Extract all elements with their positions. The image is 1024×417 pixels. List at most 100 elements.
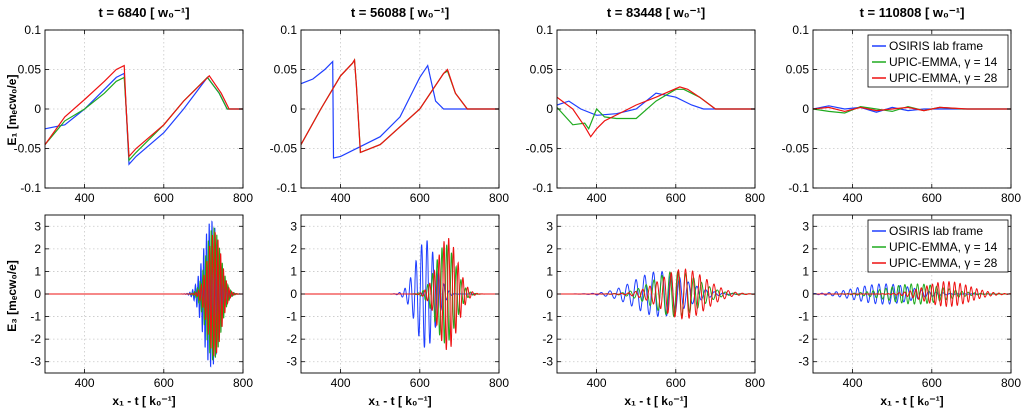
y-tick-label: 2 xyxy=(290,242,297,256)
y-tick-label: -0.1 xyxy=(20,181,41,195)
y-tick-label: 0.1 xyxy=(536,23,553,37)
y-tick-label: 1 xyxy=(546,264,553,278)
y-tick-label: 0 xyxy=(34,102,41,116)
y-tick-label: 1 xyxy=(802,264,809,278)
y-tick-label: 3 xyxy=(290,219,297,233)
series-line-2 xyxy=(557,86,755,138)
y-tick-label: 0.1 xyxy=(280,23,297,37)
legend-box xyxy=(867,34,1009,88)
series-line-2 xyxy=(301,237,499,351)
y-tick-label: -2 xyxy=(286,332,297,346)
panel-r1-c1: -3 -2 -1 0 1 2 3 400 600 800 x₁ - t [ k₀⁻¹] xyxy=(286,214,509,408)
panel-title: t = 56088 [ w₀⁻¹] xyxy=(351,5,449,20)
panel-r0-c1: -0.1 -0.05 0 0.05 0.1 400 600 800 t = 56088 [ w₀… xyxy=(270,5,510,205)
x-tick-label: 800 xyxy=(489,191,509,205)
y-tick-label: 0 xyxy=(290,287,297,301)
series-group xyxy=(45,64,243,166)
y-tick-label: -1 xyxy=(286,310,297,324)
bottom-ylabel: E₃ [mₑcw₀/e] xyxy=(5,260,19,331)
series-group xyxy=(301,58,499,159)
y-tick-label: -0.05 xyxy=(526,142,554,156)
legend-label-1: UPIC-EMMA, γ = 14 xyxy=(889,240,998,254)
panel-r1-c0: -3 -2 -1 0 1 2 3 400 600 800 x₁ - t [ k₀⁻¹] xyxy=(30,214,253,408)
y-tick-label: 0 xyxy=(34,287,41,301)
y-tick-label: 0 xyxy=(546,287,553,301)
series-line-0 xyxy=(301,60,499,159)
y-tick-label: -3 xyxy=(30,355,41,369)
y-tick-label: -0.05 xyxy=(270,142,298,156)
x-tick-label: 400 xyxy=(843,191,863,205)
y-tick-label: -1 xyxy=(542,310,553,324)
y-tick-label: -1 xyxy=(30,310,41,324)
series-group xyxy=(557,86,755,138)
x-tick-label: 800 xyxy=(233,191,253,205)
y-tick-label: -1 xyxy=(798,310,809,324)
x-tick-label: 600 xyxy=(922,191,942,205)
series-line-2 xyxy=(813,106,1011,113)
y-tick-label: 0.1 xyxy=(24,23,41,37)
x-axis-label: x₁ - t [ k₀⁻¹] xyxy=(880,394,943,408)
panel-title: t = 110808 [ w₀⁻¹] xyxy=(860,5,965,20)
series-line-0 xyxy=(557,92,755,116)
y-tick-label: 2 xyxy=(802,242,809,256)
x-tick-label: 800 xyxy=(1001,376,1021,390)
y-tick-label: -3 xyxy=(542,355,553,369)
x-tick-label: 400 xyxy=(843,376,863,390)
y-tick-label: -0.05 xyxy=(14,142,42,156)
panel-r1-c3: -3 -2 -1 0 1 2 3 400 600 800 x₁ - t [ k₀⁻¹] OSIRIS … xyxy=(798,214,1021,408)
x-tick-label: 800 xyxy=(233,376,253,390)
y-tick-label: -0.1 xyxy=(276,181,297,195)
panel-title: t = 83448 [ w₀⁻¹] xyxy=(607,5,705,20)
x-tick-label: 600 xyxy=(922,376,942,390)
series-line-2 xyxy=(45,231,243,357)
y-tick-label: 0.05 xyxy=(530,63,554,77)
x-tick-label: 600 xyxy=(154,191,174,205)
legend-label-1: UPIC-EMMA, γ = 14 xyxy=(889,55,998,69)
y-tick-label: 0 xyxy=(802,102,809,116)
x-tick-label: 400 xyxy=(331,376,351,390)
legend-box xyxy=(867,219,1009,273)
x-axis-label: x₁ - t [ k₀⁻¹] xyxy=(624,394,687,408)
x-tick-label: 600 xyxy=(666,376,686,390)
x-axis-label: x₁ - t [ k₀⁻¹] xyxy=(368,394,431,408)
x-axis-label: x₁ - t [ k₀⁻¹] xyxy=(112,394,175,408)
y-tick-label: 3 xyxy=(546,219,553,233)
y-tick-label: -0.1 xyxy=(532,181,553,195)
x-tick-label: 400 xyxy=(75,376,95,390)
legend-label-2: UPIC-EMMA, γ = 28 xyxy=(889,256,998,270)
y-tick-label: -2 xyxy=(30,332,41,346)
y-tick-label: -3 xyxy=(798,355,809,369)
legend-label-0: OSIRIS lab frame xyxy=(889,39,983,53)
y-tick-label: 0 xyxy=(802,287,809,301)
series-group xyxy=(557,268,755,320)
x-tick-label: 600 xyxy=(410,376,430,390)
y-tick-label: 0 xyxy=(290,102,297,116)
x-tick-label: 800 xyxy=(745,376,765,390)
y-tick-label: 0.1 xyxy=(792,23,809,37)
panel-title: t = 6840 [ w₀⁻¹] xyxy=(98,5,189,20)
y-tick-label: -3 xyxy=(286,355,297,369)
y-tick-label: 2 xyxy=(546,242,553,256)
x-tick-label: 400 xyxy=(587,376,607,390)
panel-r0-c0: -0.1 -0.05 0 0.05 0.1 400 600 800 t = 6840 [ w₀⁻… xyxy=(14,5,254,205)
x-tick-label: 400 xyxy=(75,191,95,205)
x-tick-label: 800 xyxy=(1001,191,1021,205)
legend-label-2: UPIC-EMMA, γ = 28 xyxy=(889,71,998,85)
panel-r1-c2: -3 -2 -1 0 1 2 3 400 600 800 x₁ - t [ k₀⁻¹] xyxy=(542,214,765,408)
y-tick-label: 0.05 xyxy=(18,63,42,77)
series-line-2 xyxy=(557,268,755,320)
x-tick-label: 800 xyxy=(745,191,765,205)
x-tick-label: 800 xyxy=(489,376,509,390)
series-group xyxy=(301,237,499,351)
y-tick-label: 0.05 xyxy=(274,63,298,77)
y-tick-label: -0.05 xyxy=(782,142,810,156)
y-tick-label: -2 xyxy=(798,332,809,346)
series-line-2 xyxy=(45,64,243,158)
y-tick-label: 0.05 xyxy=(786,63,810,77)
panel-r0-c2: -0.1 -0.05 0 0.05 0.1 400 600 800 t = 83448 [ w₀… xyxy=(526,5,766,205)
series-line-1 xyxy=(45,76,243,162)
x-tick-label: 400 xyxy=(331,191,351,205)
y-tick-label: -2 xyxy=(542,332,553,346)
legend-label-0: OSIRIS lab frame xyxy=(889,224,983,238)
